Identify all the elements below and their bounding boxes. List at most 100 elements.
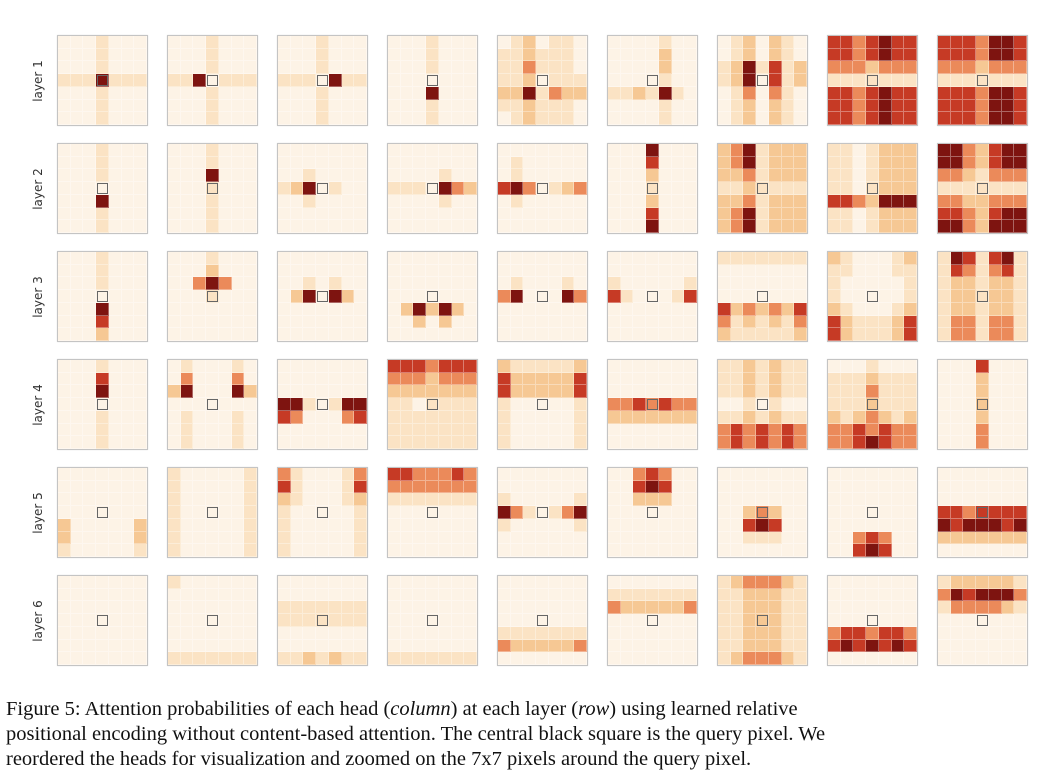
heatmap-cell	[510, 264, 524, 278]
heatmap-cell	[400, 385, 414, 399]
heatmap-cell	[510, 518, 524, 532]
heatmap-cell	[58, 48, 71, 62]
heatmap-cell	[633, 144, 647, 157]
heatmap-cell	[536, 169, 549, 183]
heatmap-cell	[988, 74, 1002, 87]
heatmap-cell	[853, 48, 867, 62]
heatmap-cell	[523, 290, 537, 303]
heatmap-cell	[58, 207, 71, 221]
heatmap-cell	[781, 423, 795, 437]
heatmap-cell	[976, 531, 989, 545]
heatmap-cell	[354, 493, 367, 507]
heatmap-cell	[781, 99, 795, 113]
heatmap-cell	[244, 576, 257, 589]
heatmap-cell	[658, 290, 672, 303]
heatmap-cell	[684, 601, 697, 615]
heatmap-cell	[70, 156, 84, 170]
heatmap-cell	[180, 277, 194, 291]
heatmap-cell	[193, 252, 207, 265]
heatmap-cell	[328, 169, 342, 183]
heatmap-cell	[794, 220, 807, 233]
heatmap-cell	[193, 264, 207, 278]
query-pixel-marker	[426, 506, 438, 518]
heatmap-cell	[891, 601, 905, 615]
heatmap-cell	[828, 372, 841, 386]
heatmap-cell	[426, 398, 439, 411]
heatmap-cell	[451, 398, 465, 411]
heatmap-cell	[794, 506, 807, 519]
heatmap-cell	[976, 61, 989, 75]
heatmap-cell	[168, 588, 181, 602]
heatmap-cell	[536, 99, 549, 113]
heatmap-cell	[794, 264, 807, 278]
heatmap-cell	[58, 544, 71, 557]
heatmap-cell	[413, 48, 427, 62]
heatmap-cell	[244, 156, 257, 170]
heatmap-cell	[743, 315, 757, 329]
heatmap-cell	[574, 182, 587, 195]
heatmap-cell	[83, 544, 97, 557]
heatmap-cell	[574, 639, 587, 653]
heatmap-cell	[328, 61, 342, 75]
heatmap-cell	[121, 588, 135, 602]
heatmap-panel-layer4-head1	[57, 359, 148, 450]
heatmap-cell	[646, 182, 659, 195]
heatmap-cell	[426, 61, 439, 75]
query-pixel-marker	[536, 290, 548, 302]
heatmap-cell	[244, 601, 257, 615]
heatmap-cell	[853, 302, 867, 316]
heatmap-cell	[866, 626, 879, 640]
heatmap-cell	[341, 99, 355, 113]
heatmap-cell	[938, 652, 951, 665]
heatmap-cell	[561, 360, 575, 373]
heatmap-cell	[451, 169, 465, 183]
heatmap-cell	[206, 588, 219, 602]
heatmap-cell	[413, 112, 427, 125]
heatmap-cell	[328, 156, 342, 170]
heatmap-cell	[58, 302, 71, 316]
heatmap-cell	[83, 588, 97, 602]
heatmap-cell	[743, 493, 757, 507]
heatmap-cell	[108, 410, 122, 424]
heatmap-cell	[768, 398, 782, 411]
heatmap-cell	[548, 61, 562, 75]
heatmap-cell	[451, 410, 465, 424]
heatmap-cell	[840, 410, 854, 424]
heatmap-cell	[121, 531, 135, 545]
heatmap-cell	[83, 169, 97, 183]
heatmap-cell	[891, 169, 905, 183]
heatmap-cell	[938, 74, 951, 87]
heatmap-cell	[168, 506, 181, 519]
heatmap-cell	[1001, 207, 1015, 221]
heatmap-cell	[904, 74, 917, 87]
heatmap-cell	[290, 372, 304, 386]
heatmap-cell	[426, 360, 439, 373]
heatmap-cell	[756, 588, 769, 602]
heatmap-cell	[134, 112, 147, 125]
heatmap-cell	[684, 614, 697, 627]
heatmap-cell	[168, 315, 181, 329]
heatmap-cell	[523, 220, 537, 233]
heatmap-cell	[134, 144, 147, 157]
heatmap-cell	[438, 360, 452, 373]
heatmap-cell	[218, 544, 232, 557]
heatmap-cell	[96, 614, 109, 627]
heatmap-cell	[400, 74, 414, 87]
heatmap-cell	[794, 144, 807, 157]
heatmap-cell	[316, 328, 329, 341]
heatmap-cell	[548, 302, 562, 316]
heatmap-cell	[278, 436, 291, 449]
heatmap-cell	[354, 372, 367, 386]
heatmap-cell	[904, 639, 917, 653]
heatmap-cell	[328, 652, 342, 665]
heatmap-cell	[878, 518, 892, 532]
heatmap-cell	[523, 480, 537, 494]
heatmap-cell	[218, 436, 232, 449]
heatmap-cell	[828, 144, 841, 157]
heatmap-cell	[963, 169, 977, 183]
heatmap-cell	[134, 423, 147, 437]
heatmap-cell	[794, 112, 807, 125]
heatmap-cell	[756, 576, 769, 589]
heatmap-cell	[904, 220, 917, 233]
heatmap-cell	[438, 36, 452, 49]
